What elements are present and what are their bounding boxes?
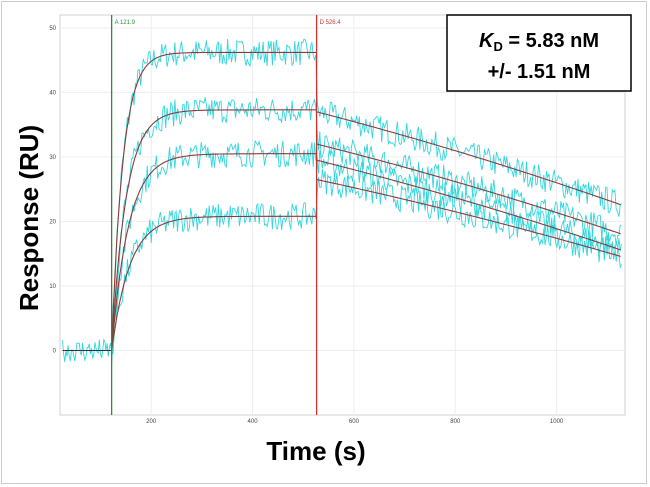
grid-lines bbox=[60, 15, 625, 415]
dissociation-fit-1 bbox=[316, 111, 621, 206]
y-tick-label: 20 bbox=[49, 219, 56, 225]
data-traces bbox=[62, 38, 622, 365]
kd-symbol: K bbox=[479, 30, 495, 52]
y-tick-label: 10 bbox=[49, 284, 56, 290]
fit-curves bbox=[62, 51, 621, 351]
dissociation-fit-2 bbox=[316, 143, 621, 235]
x-tick-label: 1000 bbox=[550, 419, 564, 425]
y-axis-title: Response (RU) bbox=[14, 125, 44, 311]
tick-labels: 0 10 20 30 40 50 200 400 600 800 1000 bbox=[49, 26, 564, 425]
x-tick-label: 600 bbox=[349, 419, 360, 425]
baseline-trace bbox=[62, 338, 113, 363]
x-tick-label: 200 bbox=[146, 419, 157, 425]
association-fit-1 bbox=[111, 51, 317, 351]
data-trace-4 bbox=[111, 169, 622, 355]
event-markers: A 121.9 D 526.4 bbox=[110, 15, 342, 415]
y-tick-label: 40 bbox=[49, 90, 56, 96]
kd-annotation-box: KD = 5.83 nM +/- 1.51 nM bbox=[446, 14, 632, 92]
marker-label-2: D 526.4 bbox=[320, 20, 342, 26]
association-fit-4 bbox=[111, 215, 317, 351]
x-tick-label: 400 bbox=[248, 419, 259, 425]
x-axis-title: Time (s) bbox=[266, 436, 365, 466]
y-tick-label: 0 bbox=[53, 348, 57, 354]
kd-subscript: D bbox=[493, 39, 502, 54]
association-fit-2 bbox=[111, 109, 317, 351]
y-tick-label: 50 bbox=[49, 26, 56, 32]
dissociation-fit-4 bbox=[316, 178, 621, 257]
y-tick-label: 30 bbox=[49, 155, 56, 161]
dissociation-fit-3 bbox=[316, 159, 621, 251]
data-trace-3 bbox=[111, 139, 622, 363]
kd-error: +/- 1.51 nM bbox=[488, 61, 591, 83]
kd-value: = 5.83 nM bbox=[503, 30, 599, 52]
x-tick-label: 800 bbox=[450, 419, 461, 425]
kd-box-border bbox=[446, 14, 632, 92]
association-fit-3 bbox=[111, 153, 317, 351]
kd-value-line: KD = 5.83 nM bbox=[479, 30, 599, 54]
marker-label-1: A 121.9 bbox=[115, 20, 136, 26]
